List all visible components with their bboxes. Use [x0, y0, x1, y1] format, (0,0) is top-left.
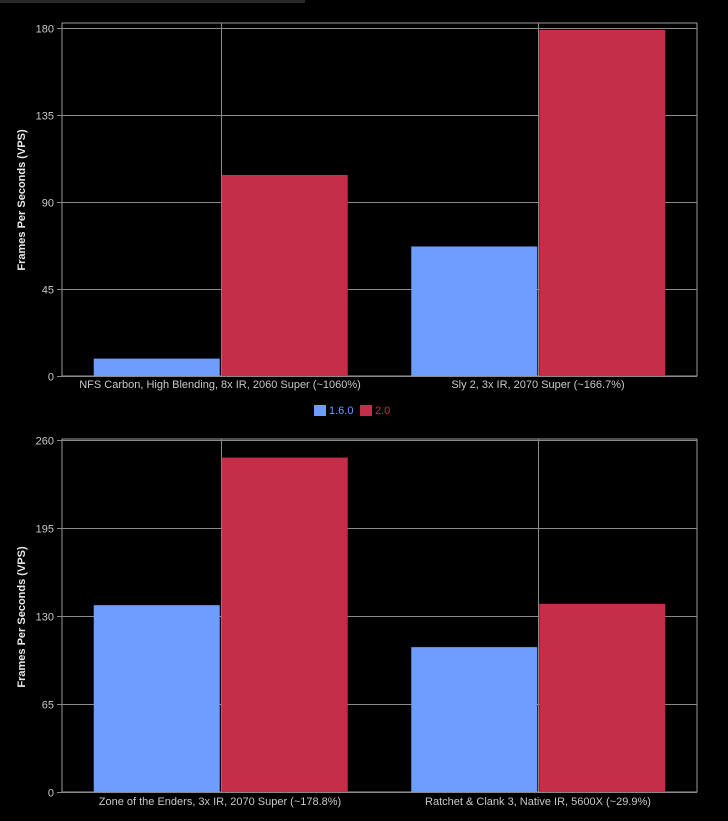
chart-2: Frames Per Seconds (VPS) 0 65 130 195 260 Zo… [16, 436, 698, 808]
chart-2-y-tick-195: 195 [36, 524, 54, 536]
chart-2-y-tick-0: 0 [48, 788, 54, 800]
chart-1-y-tick-0: 0 [48, 372, 54, 384]
chart-2-y-tick-65: 65 [42, 700, 54, 712]
chart-2-category-label-1: Zone of the Enders, 3x IR, 2070 Super (~… [99, 796, 341, 808]
chart-1-y-ticks: 0 45 90 135 180 [36, 24, 54, 384]
chart-1-y-tick-90: 90 [42, 198, 54, 210]
chart-2-y-tick-130: 130 [36, 612, 54, 624]
chart-1-y-axis-label: Frames Per Seconds (VPS) [16, 129, 28, 271]
chart-2-y-ticks: 0 65 130 195 260 [36, 436, 54, 800]
legend: 1.6.0 2.0 [314, 405, 390, 417]
chart-2-bar-2-0-1 [221, 457, 348, 792]
chart-2-bar-1-6-0-1 [93, 605, 220, 792]
chart-1: Frames Per Seconds (VPS) 0 45 90 135 180 NFS… [16, 22, 698, 391]
legend-swatch-2-0 [360, 405, 372, 416]
chart-1-bar-1-6-0-2 [411, 246, 538, 376]
chart-1-y-tick-45: 45 [42, 285, 54, 297]
chart-1-y-tick-135: 135 [36, 111, 54, 123]
chart-2-bar-2-0-2 [539, 603, 666, 792]
chart-1-category-label-1: NFS Carbon, High Blending, 8x IR, 2060 S… [79, 379, 361, 391]
legend-label-1-6-0: 1.6.0 [329, 405, 353, 417]
chart-2-bars [93, 457, 666, 792]
chart-2-bar-1-6-0-2 [411, 647, 538, 792]
chart-1-category-label-2: Sly 2, 3x IR, 2070 Super (~166.7%) [451, 379, 624, 391]
top-edge-line [0, 0, 305, 3]
legend-swatch-1-6-0 [314, 405, 326, 416]
chart-2-y-axis-label: Frames Per Seconds (VPS) [16, 546, 28, 688]
chart-1-bar-2-0-1 [221, 174, 348, 376]
chart-2-y-tick-260: 260 [36, 436, 54, 448]
chart-2-category-label-2: Ratchet & Clank 3, Native IR, 5600X (~29… [425, 796, 651, 808]
chart-1-bars [93, 29, 666, 377]
chart-1-bar-2-0-2 [539, 29, 666, 377]
legend-label-2-0: 2.0 [375, 405, 390, 417]
chart-1-bar-1-6-0-1 [93, 358, 220, 376]
chart-1-y-tick-180: 180 [36, 24, 54, 36]
